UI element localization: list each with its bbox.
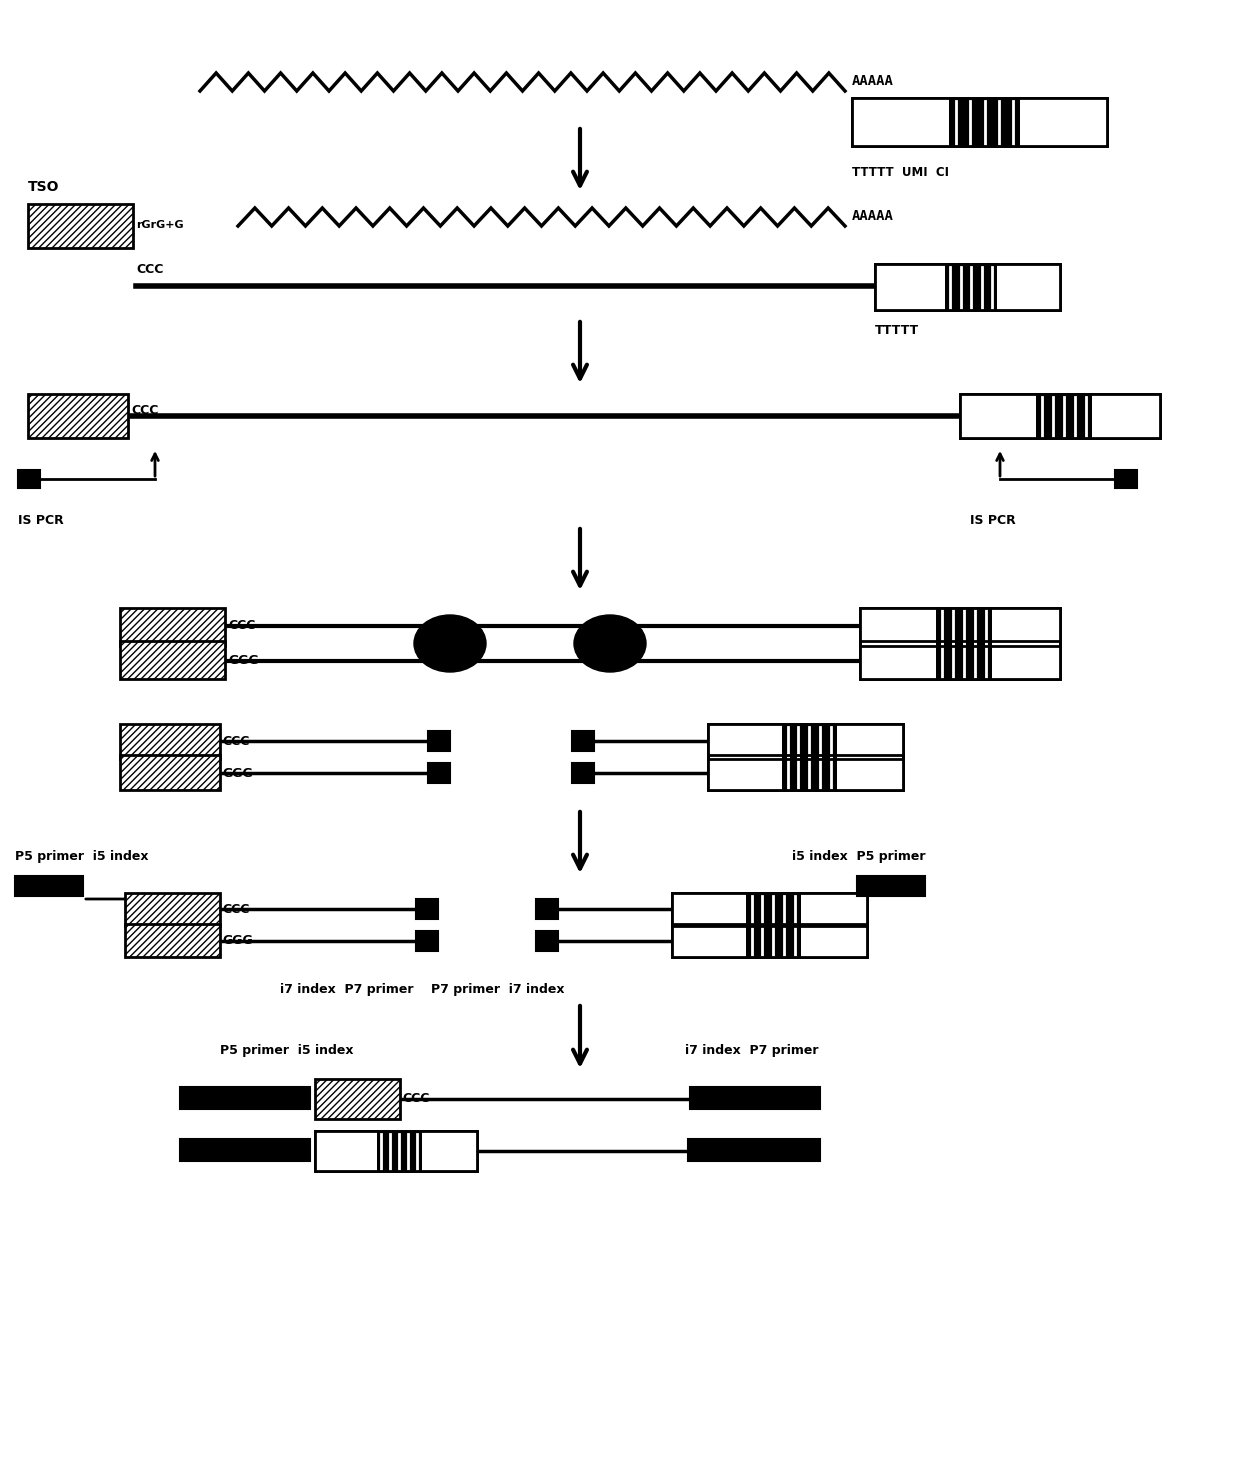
Text: CCC: CCC <box>136 264 164 275</box>
Bar <box>315 1131 377 1171</box>
Bar <box>708 724 903 758</box>
Text: CCC: CCC <box>222 902 249 915</box>
Text: i7 index  P7 primer    P7 primer  i7 index: i7 index P7 primer P7 primer i7 index <box>280 983 564 997</box>
Bar <box>315 1080 401 1120</box>
Bar <box>861 609 936 646</box>
Text: TTTTT  UMI  CI: TTTTT UMI CI <box>852 166 949 179</box>
Bar <box>852 98 949 147</box>
Bar <box>861 641 1060 678</box>
Bar <box>672 924 867 957</box>
Bar <box>875 264 1060 310</box>
Text: GGG: GGG <box>222 767 253 779</box>
Text: i5 index  P5 primer: i5 index P5 primer <box>791 850 925 863</box>
Bar <box>672 924 867 957</box>
Bar <box>992 609 1060 646</box>
Bar <box>960 394 1035 438</box>
Bar <box>1092 394 1159 438</box>
Bar <box>422 1131 477 1171</box>
Bar <box>428 763 450 783</box>
Bar <box>861 641 936 678</box>
Text: CCC: CCC <box>402 1091 429 1105</box>
Bar <box>708 755 903 789</box>
Bar <box>29 394 128 438</box>
Bar <box>415 932 438 951</box>
Bar <box>315 1131 477 1171</box>
Text: IS PCR: IS PCR <box>970 514 1016 527</box>
Text: CCC: CCC <box>228 619 255 631</box>
Bar <box>536 899 558 920</box>
Bar <box>852 98 1107 147</box>
Bar <box>1115 469 1137 489</box>
Bar <box>708 755 782 789</box>
Text: GGG: GGG <box>228 653 259 666</box>
Bar <box>125 924 219 957</box>
Bar <box>875 264 945 310</box>
Bar <box>861 641 1060 678</box>
Bar <box>120 609 224 646</box>
Text: i7 index  P7 primer: i7 index P7 primer <box>684 1044 818 1057</box>
Text: AAAAA: AAAAA <box>852 209 894 224</box>
Bar <box>120 641 224 678</box>
Bar <box>801 893 867 926</box>
Bar <box>708 724 903 758</box>
Bar <box>997 264 1060 310</box>
Bar <box>1021 98 1107 147</box>
Bar <box>415 899 438 920</box>
Bar <box>852 98 1107 147</box>
Bar <box>837 755 903 789</box>
Bar <box>180 1087 310 1109</box>
Bar <box>708 755 903 789</box>
Bar <box>125 893 219 926</box>
Bar <box>688 1139 820 1161</box>
Bar <box>960 394 1159 438</box>
Bar <box>120 755 219 789</box>
Ellipse shape <box>414 615 486 672</box>
Bar <box>992 641 1060 678</box>
Bar <box>672 893 867 926</box>
Bar <box>689 1087 820 1109</box>
Bar <box>572 763 594 783</box>
Bar <box>428 732 450 751</box>
Text: P5 primer  i5 index: P5 primer i5 index <box>15 850 149 863</box>
Bar <box>315 1131 477 1171</box>
Text: GGG: GGG <box>222 935 253 948</box>
Text: TSO: TSO <box>29 181 60 194</box>
Bar <box>29 204 133 247</box>
Bar <box>861 609 1060 646</box>
Ellipse shape <box>574 615 646 672</box>
Bar <box>861 609 1060 646</box>
Bar <box>572 732 594 751</box>
Bar <box>960 394 1159 438</box>
Bar <box>180 1139 310 1161</box>
Bar <box>672 893 746 926</box>
Bar <box>15 875 83 896</box>
Bar <box>801 924 867 957</box>
Text: CCC: CCC <box>131 403 159 416</box>
Bar <box>672 893 867 926</box>
Bar <box>837 724 903 758</box>
Bar <box>875 264 1060 310</box>
Bar <box>857 875 925 896</box>
Bar <box>536 932 558 951</box>
Text: P5 primer  i5 index: P5 primer i5 index <box>219 1044 353 1057</box>
Text: IS PCR: IS PCR <box>19 514 63 527</box>
Text: rGrG+G: rGrG+G <box>136 221 184 230</box>
Text: CCC: CCC <box>222 735 249 748</box>
Text: TTTTT: TTTTT <box>875 324 919 338</box>
Text: AAAAA: AAAAA <box>852 74 894 87</box>
Bar <box>19 469 40 489</box>
Bar <box>120 724 219 758</box>
Bar <box>708 724 782 758</box>
Bar <box>672 924 746 957</box>
